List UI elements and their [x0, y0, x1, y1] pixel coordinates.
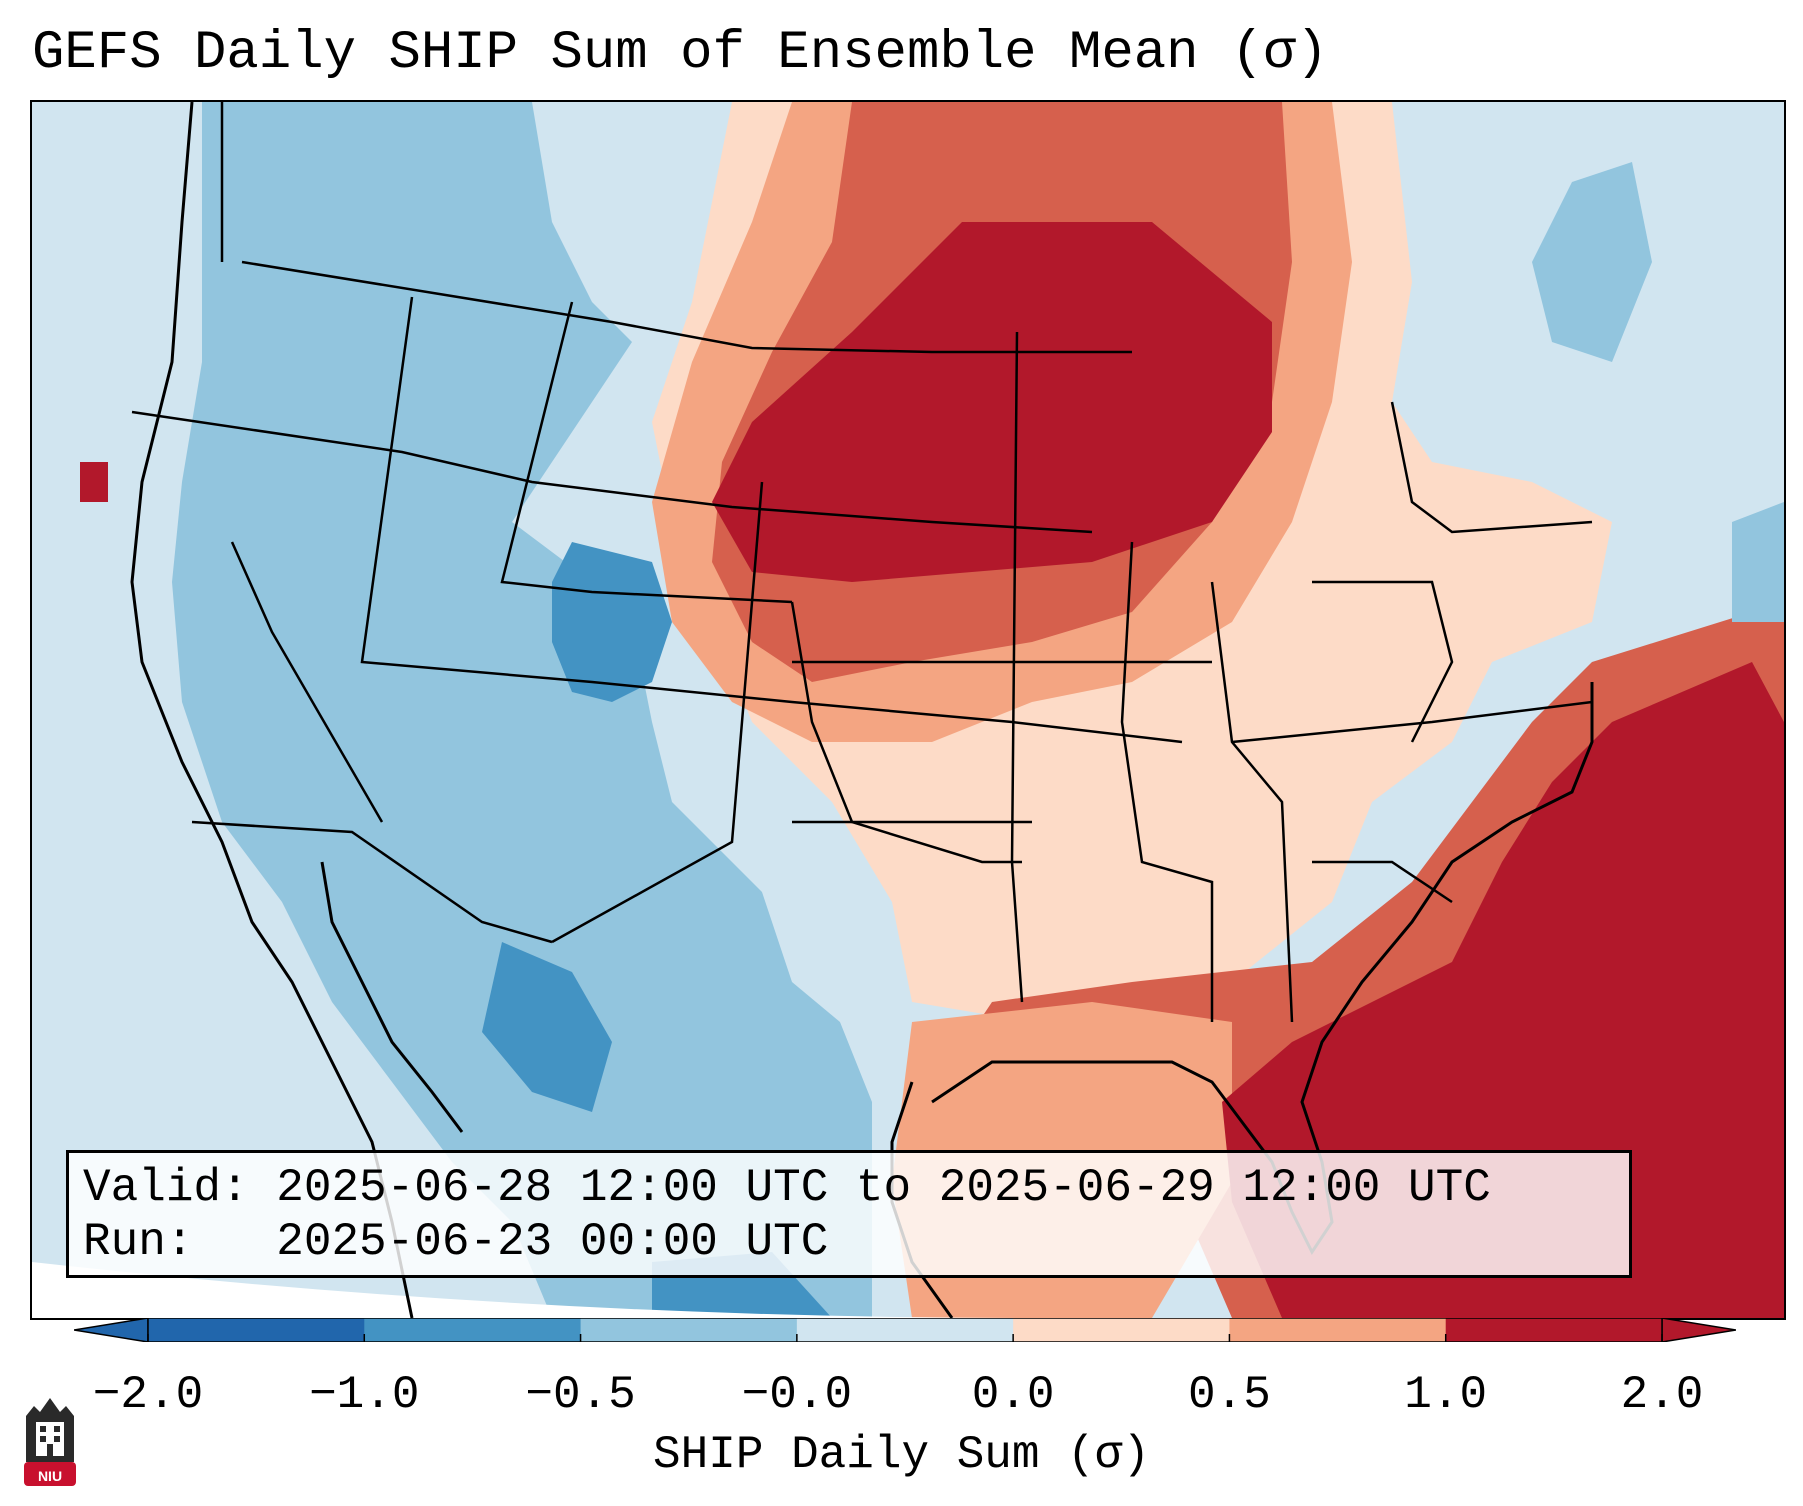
- valid-time-text: Valid: 2025-06-28 12:00 UTC to 2025-06-2…: [83, 1162, 1491, 1214]
- region-midwest-extreme-positive: [712, 222, 1272, 582]
- region-california-patch: [80, 462, 108, 502]
- colorbar-extend-high: [1661, 1318, 1736, 1342]
- colorbar-tick-label: 0.0: [971, 1369, 1055, 1421]
- colorbar-bin: [148, 1318, 365, 1342]
- region-atlantic-negative-patch: [1732, 502, 1784, 622]
- colorbar-tick-label: −0.0: [741, 1369, 853, 1421]
- map-title: GEFS Daily SHIP Sum of Ensemble Mean (σ): [32, 23, 1329, 84]
- map-panel: [30, 100, 1786, 1320]
- logo-text: NIU: [37, 1468, 63, 1484]
- colorbar-frame: [147, 1318, 1663, 1342]
- region-northeast-negative: [1532, 162, 1652, 362]
- map-svg: [32, 102, 1784, 1318]
- colorbar-tick-label: −2.0: [92, 1369, 204, 1421]
- colorbar-bin: [796, 1318, 1014, 1342]
- colorbar-label: SHIP Daily Sum (σ): [653, 1429, 1150, 1481]
- region-west-negative: [172, 102, 872, 1318]
- university-tower-icon: [24, 1398, 76, 1486]
- valid-run-info-box: Valid: 2025-06-28 12:00 UTC to 2025-06-2…: [66, 1150, 1632, 1278]
- region-colorado-negative: [552, 542, 672, 702]
- colorbar-bin: [1229, 1318, 1447, 1342]
- colorbar-bin: [1445, 1318, 1663, 1342]
- colorbar-tick-label: −0.5: [525, 1369, 636, 1421]
- colorbar-tick-label: −1.0: [309, 1369, 420, 1421]
- run-time-text: Run: 2025-06-23 00:00 UTC: [83, 1216, 829, 1268]
- niu-logo: NIU: [22, 1392, 78, 1488]
- colorbar-tick-label: 2.0: [1620, 1369, 1704, 1421]
- colorbar-bin: [1013, 1318, 1230, 1342]
- colorbar-extend-low: [74, 1318, 149, 1342]
- colorbar-svg: [74, 1318, 1736, 1342]
- colorbar-tick-label: 0.5: [1188, 1369, 1271, 1421]
- colorbar: [74, 1318, 1736, 1342]
- state-borders: [131, 102, 1593, 1023]
- region-mexico-negative: [482, 942, 612, 1112]
- colorbar-tick-label: 1.0: [1404, 1369, 1488, 1421]
- map-out-of-domain: [32, 1262, 1032, 1318]
- colorbar-bin: [364, 1318, 582, 1342]
- colorbar-bin: [580, 1318, 798, 1342]
